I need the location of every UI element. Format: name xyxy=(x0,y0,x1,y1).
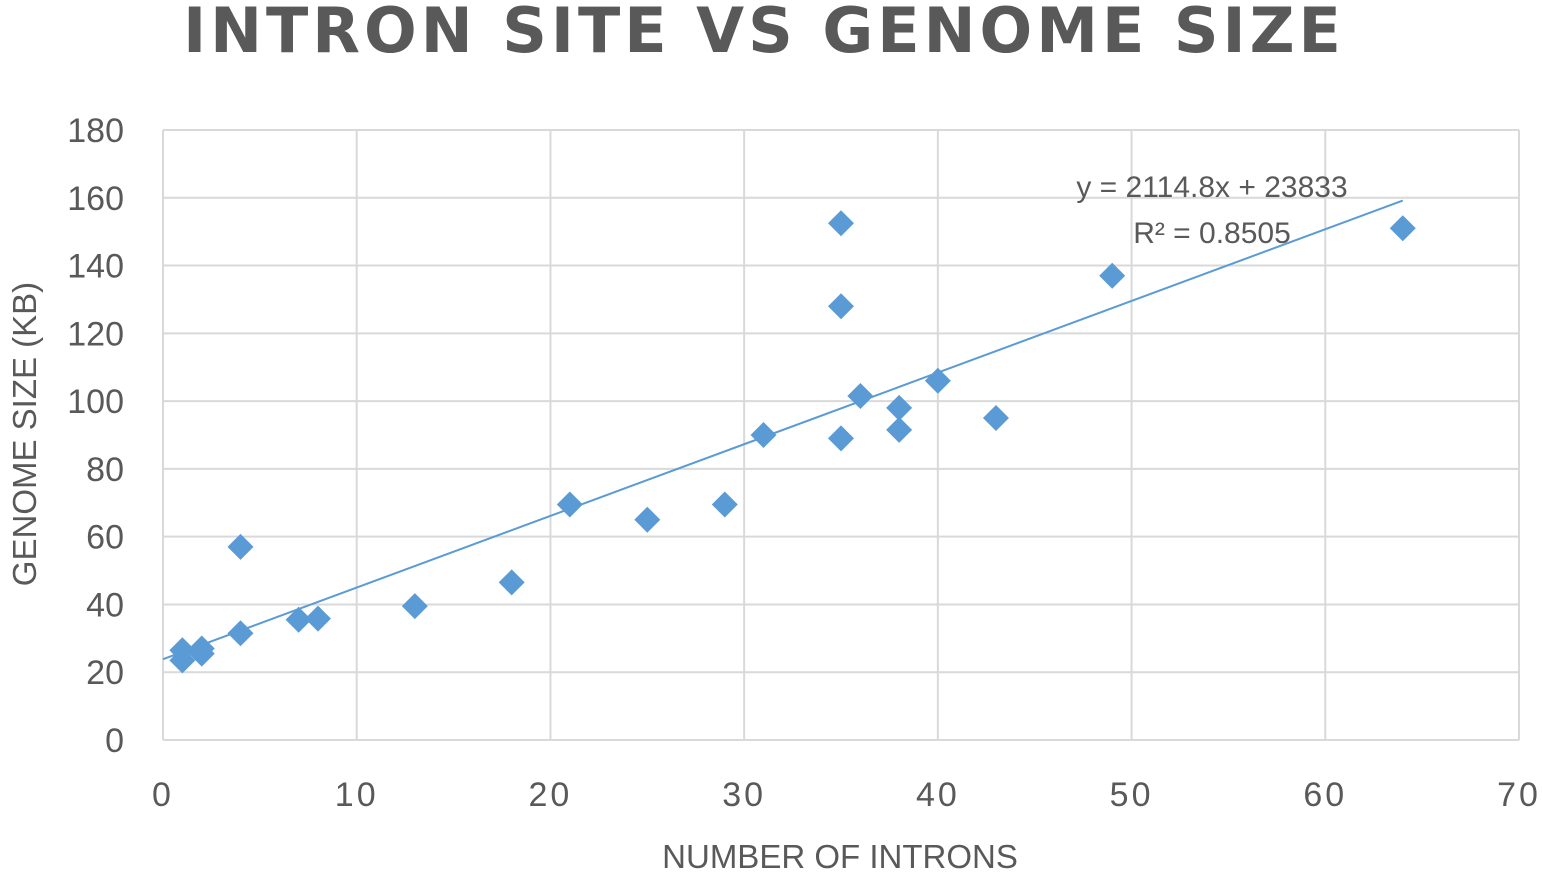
chart-title: INTRON SITE VS GENOME SIZE xyxy=(183,0,1345,67)
x-axis-label: NUMBER OF INTRONS xyxy=(662,838,1018,875)
data-point xyxy=(498,569,525,596)
data-point xyxy=(1389,215,1416,242)
trendline xyxy=(162,199,1404,661)
data-point xyxy=(982,405,1009,432)
data-point xyxy=(169,637,196,664)
y-tick-label: 140 xyxy=(67,248,124,286)
data-point xyxy=(924,367,951,394)
trendline-equation: y = 2114.8x + 23833 xyxy=(1076,171,1347,204)
y-tick-label: 120 xyxy=(67,315,124,353)
data-point xyxy=(1099,262,1126,289)
y-tick-label: 60 xyxy=(86,519,124,557)
y-tick-label: 100 xyxy=(67,383,124,421)
grid xyxy=(162,129,1520,741)
x-tick-label: 70 xyxy=(1497,776,1541,814)
data-point xyxy=(828,425,854,452)
data-point xyxy=(634,506,661,533)
data-point xyxy=(828,293,854,320)
y-tick-label: 20 xyxy=(86,654,124,692)
y-tick-label: 180 xyxy=(67,112,124,150)
data-point xyxy=(227,620,254,647)
x-axis-ticks: 0 10 20 30 40 50 60 70 xyxy=(152,776,1541,814)
x-tick-label: 40 xyxy=(916,776,960,814)
x-tick-label: 30 xyxy=(722,776,766,814)
data-point xyxy=(847,383,874,410)
y-tick-label: 160 xyxy=(67,180,124,218)
data-point xyxy=(750,422,777,448)
trendline-r-squared: R² = 0.8505 xyxy=(1133,217,1291,250)
x-tick-label: 60 xyxy=(1303,776,1347,814)
data-point xyxy=(188,635,215,662)
y-tick-label: 0 xyxy=(105,722,124,760)
x-tick-label: 20 xyxy=(529,776,573,814)
data-point xyxy=(556,491,583,518)
data-point xyxy=(227,533,254,560)
data-point xyxy=(285,606,312,633)
data-point xyxy=(401,593,428,620)
data-point xyxy=(828,210,854,237)
x-tick-label: 50 xyxy=(1110,776,1154,814)
y-axis-label: GENOME SIZE (KB) xyxy=(6,282,43,586)
x-tick-label: 10 xyxy=(335,776,379,814)
y-tick-label: 40 xyxy=(86,586,124,624)
data-point xyxy=(886,394,913,421)
y-axis-ticks: 0 20 40 60 80 100 120 140 160 180 xyxy=(67,112,124,760)
data-point xyxy=(711,491,738,518)
y-tick-label: 80 xyxy=(86,451,124,489)
data-point xyxy=(304,605,331,632)
data-points xyxy=(169,210,1416,674)
data-point xyxy=(886,416,913,443)
x-tick-label: 0 xyxy=(152,776,174,814)
